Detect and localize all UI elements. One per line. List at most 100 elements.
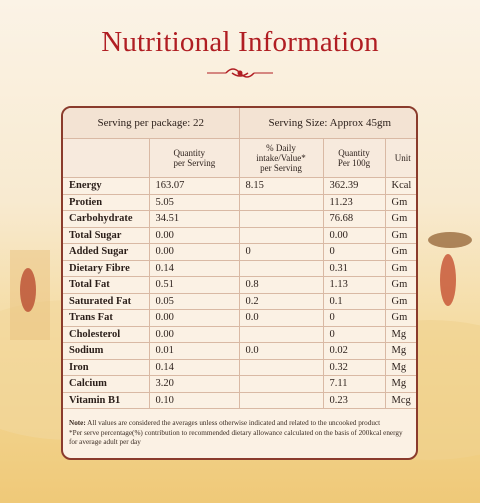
column-header: Quantity Per 100g	[322, 138, 386, 178]
nutrient-name: Calcium	[63, 375, 150, 393]
nutrient-row: Dietary Fibre 0.14 0.31 Gm	[63, 259, 416, 277]
nutrient-value: 0.01	[148, 342, 240, 360]
nutrient-value: Kcal	[384, 177, 416, 195]
nutrient-value: 0.14	[148, 358, 240, 376]
nutrition-table: Serving per package: 22 Serving Size: Ap…	[63, 108, 416, 409]
nutrient-value: Mg	[384, 325, 416, 343]
nutrient-value: 0.23	[322, 391, 386, 409]
nutrient-value: Gm	[384, 243, 416, 261]
nutrient-name: Vitamin B1	[63, 391, 150, 409]
nutrient-value: 5.05	[148, 193, 240, 211]
background-figure	[428, 232, 472, 306]
column-header	[63, 138, 150, 178]
nutrient-value: 0.0	[238, 309, 324, 327]
nutrient-row: Saturated Fat 0.05 0.2 0.1 Gm	[63, 292, 416, 310]
nutrient-row: Protien 5.05 11.23 Gm	[63, 193, 416, 211]
nutrient-row: Iron 0.14 0.32 Mg	[63, 358, 416, 376]
nutrient-value: 34.51	[148, 210, 240, 228]
serving-row: Serving per package: 22 Serving Size: Ap…	[63, 108, 416, 139]
nutrient-value: 0.8	[238, 276, 324, 294]
nutrient-value: Gm	[384, 259, 416, 277]
nutrient-name: Total Fat	[63, 276, 150, 294]
note-text: All values are considered the averages u…	[87, 419, 381, 427]
footnote: *Per serve percentage(%) contribution to…	[69, 428, 403, 447]
nutrient-value: 0.00	[148, 309, 240, 327]
nutrient-name: Carbohydrate	[63, 210, 150, 228]
nutrient-value: 0	[322, 243, 386, 261]
nutrient-value: 0.02	[322, 342, 386, 360]
nutrient-value: 7.11	[322, 375, 386, 393]
nutrient-value: 1.13	[322, 276, 386, 294]
nutrient-value: 362.39	[322, 177, 386, 195]
nutrient-name: Energy	[63, 177, 150, 195]
nutrient-value: 0	[322, 309, 386, 327]
note-label: Note:	[69, 419, 86, 427]
ornament	[207, 68, 273, 78]
nutrient-value: 11.23	[322, 193, 386, 211]
nutrient-name: Dietary Fibre	[63, 259, 150, 277]
nutrient-value: 3.20	[148, 375, 240, 393]
header-row: Quantity per Serving% Daily intake/Value* p…	[63, 138, 416, 178]
background-figure	[10, 250, 50, 340]
note: Note: All values are considered the aver…	[69, 419, 411, 429]
serving-per-package: Serving per package: 22	[63, 108, 240, 139]
nutrient-value: 0.00	[148, 325, 240, 343]
nutrient-value: 8.15	[238, 177, 324, 195]
nutrient-value: Gm	[384, 276, 416, 294]
nutrient-value: 76.68	[322, 210, 386, 228]
nutrient-name: Added Sugar	[63, 243, 150, 261]
nutrient-value: 0.1	[322, 292, 386, 310]
nutrient-value: Gm	[384, 226, 416, 244]
nutrient-value	[238, 210, 324, 228]
nutrient-value: Mcg	[384, 391, 416, 409]
nutrient-value: 163.07	[148, 177, 240, 195]
nutrient-value: Gm	[384, 292, 416, 310]
nutrient-value: 0	[238, 243, 324, 261]
nutrient-row: Energy 163.07 8.15 362.39 Kcal	[63, 177, 416, 195]
nutrient-value: 0.14	[148, 259, 240, 277]
column-header-line: % Daily	[266, 143, 296, 153]
nutrient-name: Iron	[63, 358, 150, 376]
nutrient-value	[238, 226, 324, 244]
nutrition-card: Serving per package: 22 Serving Size: Ap…	[61, 106, 418, 460]
nutrient-value: Mg	[384, 342, 416, 360]
nutrient-name: Sodium	[63, 342, 150, 360]
nutrient-value: Gm	[384, 210, 416, 228]
nutrient-row: Trans Fat 0.00 0.0 0 Gm	[63, 309, 416, 327]
nutrient-value	[238, 193, 324, 211]
nutrient-value: 0.10	[148, 391, 240, 409]
nutrient-name: Total Sugar	[63, 226, 150, 244]
notes: Note: All values are considered the aver…	[69, 419, 411, 448]
column-header-line: per Serving	[173, 158, 216, 168]
nutrient-value: 0.2	[238, 292, 324, 310]
nutrient-value: Mg	[384, 375, 416, 393]
nutrient-name: Cholesterol	[63, 325, 150, 343]
nutrient-value: 0.31	[322, 259, 386, 277]
column-header-line: Unit	[394, 153, 411, 163]
nutrient-value: 0.32	[322, 358, 386, 376]
column-header-line: Per 100g	[337, 158, 371, 168]
title: Nutritional Information	[101, 26, 379, 58]
nutrient-value	[238, 391, 324, 409]
serving-size: Serving Size: Approx 45gm	[238, 108, 416, 139]
nutrient-row: Calcium 3.20 7.11 Mg	[63, 375, 416, 393]
nutrient-name: Saturated Fat	[63, 292, 150, 310]
nutrient-value	[238, 375, 324, 393]
column-header: % Daily intake/Value* per Serving	[238, 138, 324, 178]
nutrient-value	[238, 325, 324, 343]
column-header-line: Quantity	[173, 148, 206, 158]
column-header: Quantity per Serving	[148, 138, 240, 178]
nutrient-value: Gm	[384, 193, 416, 211]
column-header-line: intake/Value*	[256, 153, 306, 163]
nutrient-name: Trans Fat	[63, 309, 150, 327]
nutrient-value	[238, 358, 324, 376]
nutrient-row: Sodium 0.01 0.0 0.02 Mg	[63, 342, 416, 360]
nutrient-name: Protien	[63, 193, 150, 211]
nutrient-row: Carbohydrate 34.51 76.68 Gm	[63, 210, 416, 228]
nutrient-value	[238, 259, 324, 277]
column-header: Unit	[384, 138, 416, 178]
nutrient-row: Total Fat 0.51 0.8 1.13 Gm	[63, 276, 416, 294]
nutrient-value: Gm	[384, 309, 416, 327]
nutrient-value: 0.05	[148, 292, 240, 310]
